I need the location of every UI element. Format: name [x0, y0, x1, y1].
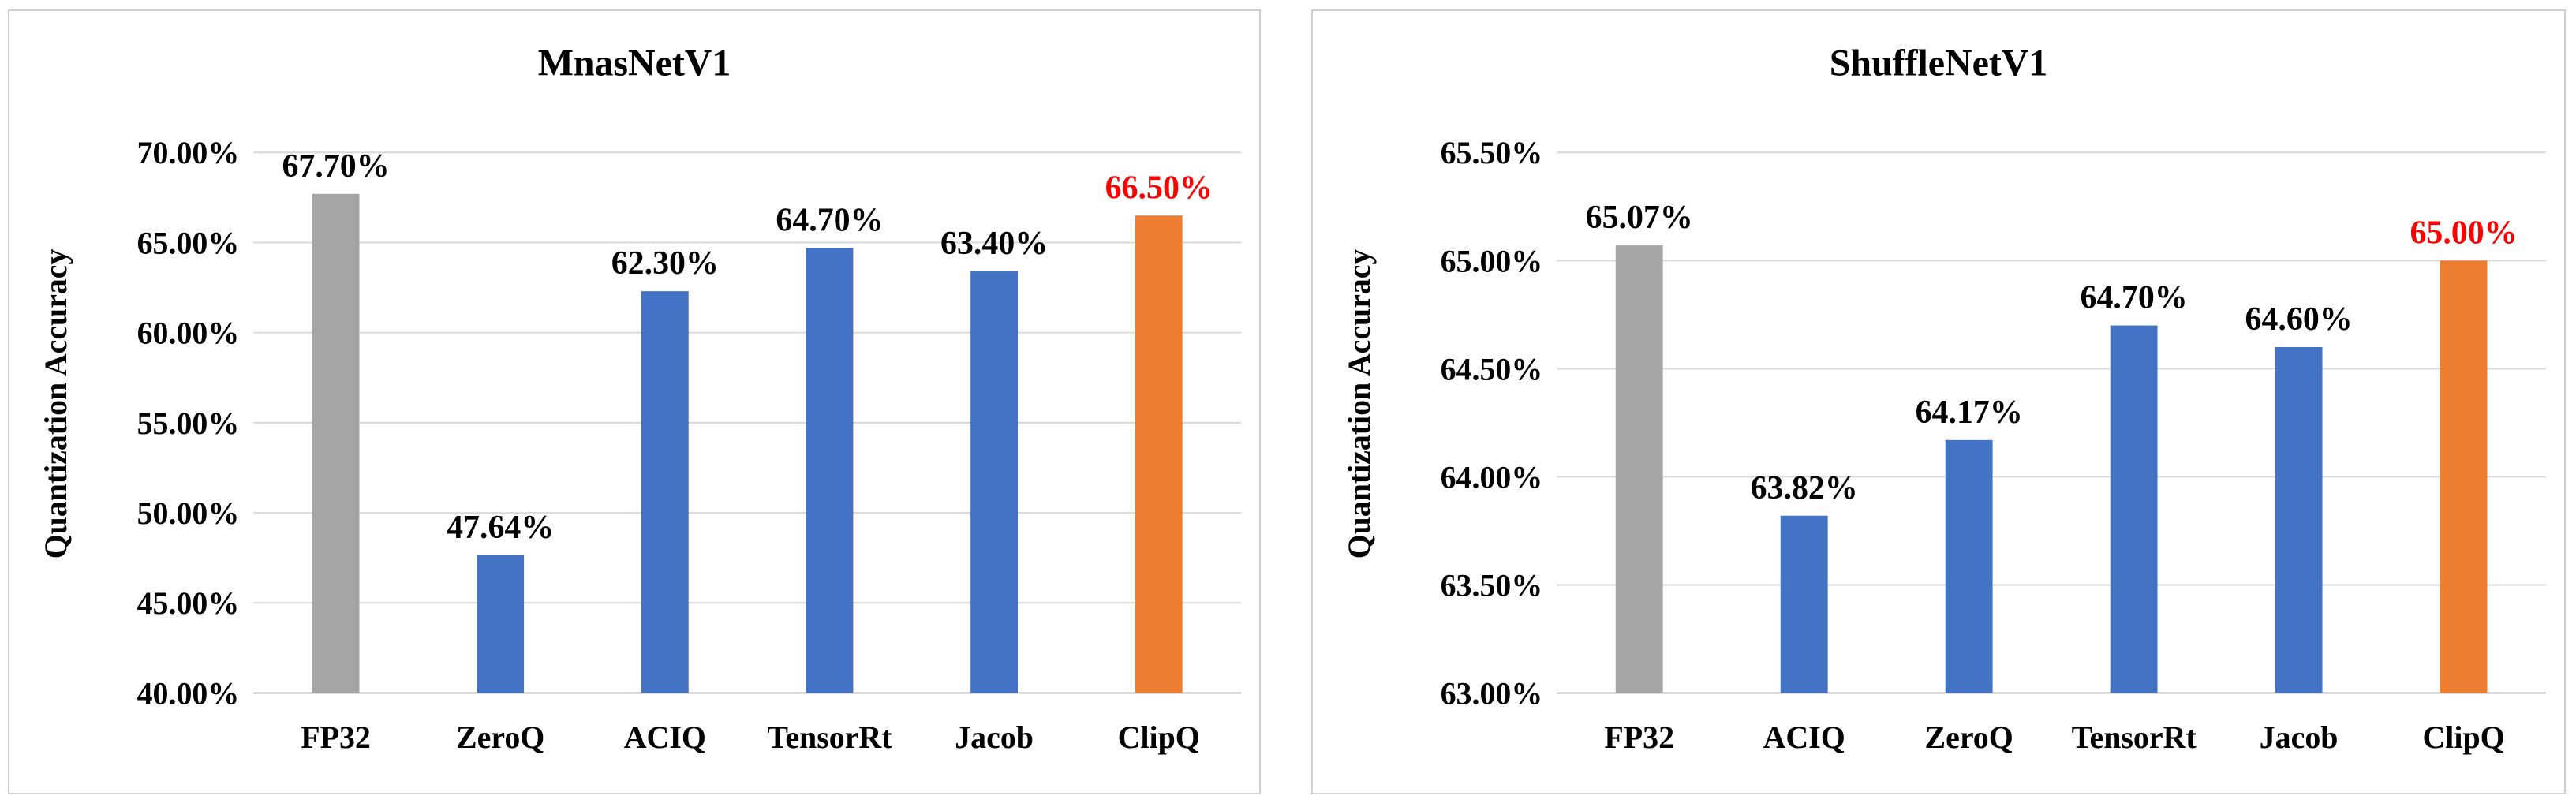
bar-jacob: [970, 271, 1019, 693]
y-axis-title: Quantization Accuracy: [1341, 249, 1377, 559]
bar-zeroq: [1945, 439, 1993, 693]
x-tick-label: TensorRt: [2072, 719, 2197, 755]
x-tick-label: FP32: [1604, 719, 1674, 755]
x-tick-label: ZeroQ: [1925, 719, 2013, 755]
x-tick-label: ACIQ: [1763, 719, 1845, 755]
y-tick-label: 60.00%: [137, 316, 240, 351]
y-tick-label: 64.50%: [1441, 351, 1543, 387]
bar-clipq: [2440, 260, 2488, 693]
y-tick-label: 40.00%: [137, 675, 240, 711]
data-label: 63.40%: [940, 226, 1048, 262]
data-label: 64.70%: [776, 202, 883, 238]
data-label: 64.60%: [2245, 301, 2353, 338]
y-tick-label: 63.00%: [1441, 675, 1543, 711]
chart-panel-mnasnet: MnasNetV1 Quantization Accuracy 40.00% 45…: [8, 9, 1261, 794]
y-tick-label: 65.50%: [1441, 135, 1543, 170]
bar-zeroq: [477, 555, 525, 693]
chart-svg-mnasnet: MnasNetV1 Quantization Accuracy 40.00% 45…: [38, 43, 1242, 755]
y-tick-label: 55.00%: [137, 405, 240, 441]
y-tick-label: 45.00%: [137, 585, 240, 621]
data-label: 65.00%: [2410, 215, 2517, 251]
x-tick-label: ClipQ: [2422, 719, 2504, 755]
y-tick-label: 65.00%: [137, 225, 240, 260]
chart-title: ShuffleNetV1: [1830, 43, 2048, 84]
data-label: 64.17%: [1916, 394, 2023, 431]
chart-svg-shufflenet: ShuffleNetV1 Quantization Accuracy 63.00…: [1341, 43, 2547, 755]
x-tick-label: ClipQ: [1118, 719, 1200, 755]
x-tick-label: FP32: [301, 719, 371, 755]
x-tick-label: TensorRt: [767, 719, 892, 755]
data-label: 66.50%: [1105, 170, 1213, 206]
y-tick-label: 70.00%: [137, 135, 240, 170]
data-label: 62.30%: [611, 245, 719, 282]
data-label: 67.70%: [282, 148, 389, 185]
x-tick-label: ZeroQ: [456, 719, 544, 755]
bar-aciq: [1780, 515, 1828, 693]
data-label: 65.07%: [1586, 200, 1693, 236]
bar-fp32: [1615, 245, 1663, 693]
data-label: 47.64%: [447, 510, 554, 546]
bar-tensorrt: [806, 248, 854, 693]
y-tick-label: 65.00%: [1441, 243, 1543, 278]
y-tick-label: 64.00%: [1441, 459, 1543, 495]
bar-jacob: [2275, 346, 2323, 693]
bar-clipq: [1135, 215, 1183, 693]
bar-aciq: [641, 291, 689, 693]
x-tick-label: Jacob: [955, 719, 1034, 755]
y-axis-title: Quantization Accuracy: [38, 249, 73, 559]
chart-panel-shufflenet: ShuffleNetV1 Quantization Accuracy 63.00…: [1311, 9, 2566, 794]
bar-tensorrt: [2110, 325, 2158, 693]
y-tick-label: 50.00%: [137, 495, 240, 531]
x-tick-label: ACIQ: [624, 719, 706, 755]
chart-title: MnasNetV1: [538, 43, 731, 84]
y-tick-label: 63.50%: [1441, 567, 1543, 603]
bar-fp32: [312, 193, 360, 693]
data-label: 64.70%: [2081, 280, 2188, 316]
data-label: 63.82%: [1751, 470, 1858, 506]
x-tick-label: Jacob: [2260, 719, 2339, 755]
